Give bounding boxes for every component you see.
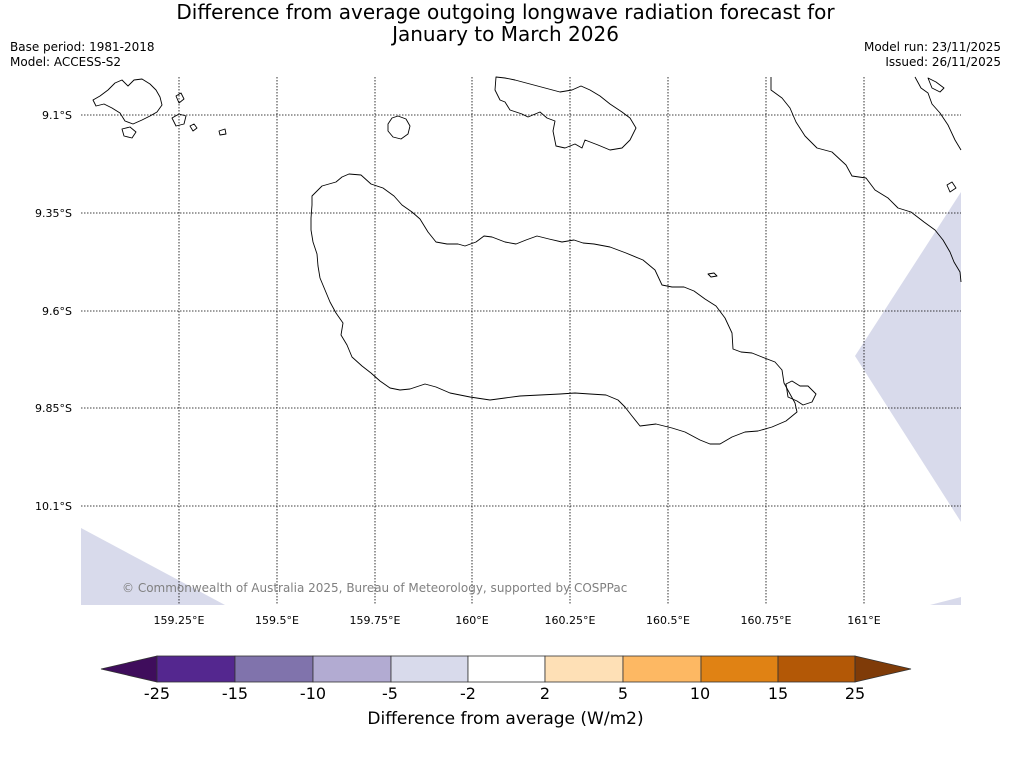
lat-labels: 9.1°S 9.35°S 9.6°S 9.85°S 10.1°S [35,109,72,513]
small-islet-east [707,272,718,278]
lon-label: 160°E [455,614,488,627]
anomaly-region-southwest [81,528,225,605]
lat-label: 10.1°S [35,500,72,513]
anomaly-region-southeast [930,597,961,605]
meta-right: Model run: 23/11/2025 Issued: 26/11/2025 [864,40,1001,70]
lon-label: 161°E [847,614,880,627]
colorbar-segment [544,655,624,683]
map-title: Difference from average outgoing longwav… [0,1,1011,45]
colorbar-segment [467,655,546,683]
colorbar-extend-high [854,655,912,683]
colorbar-tick-label: 25 [845,684,865,703]
savo-island-coastline [387,115,411,140]
lon-label: 159.25°E [154,614,205,627]
guadalcanal-coastline [310,173,798,445]
colorbar-segment [390,655,469,683]
colorbar-tick-label: -5 [382,684,398,703]
colorbar-segment [777,655,856,683]
colorbar-tick-label: 2 [540,684,550,703]
colorbar-tick-label: -15 [222,684,248,703]
russell-islet-d [189,123,198,132]
lon-label: 160.25°E [545,614,596,627]
colorbar-segment [700,655,779,683]
colorbar-tick-label: 15 [768,684,788,703]
colorbar-extend-low [100,655,158,683]
title-line-2: January to March 2026 [392,22,619,46]
colorbar-tick-label: -10 [300,684,326,703]
model-run: Model run: 23/11/2025 [863,40,1001,54]
copyright-notice: © Commonwealth of Australia 2025, Bureau… [122,581,627,595]
colorbar-title: Difference from average (W/m2) [367,709,644,729]
colorbar-ticks: -25 -15 -10 -5 -2 2 5 10 15 25 [144,684,865,703]
coastlines [92,76,962,445]
map-frame [81,77,961,605]
malaita-islet-b [946,181,957,193]
meta-left: Base period: 1981-2018 Model: ACCESS-S2 [10,40,155,70]
lat-label: 9.1°S [42,109,72,122]
malaita-islet-a [927,77,945,93]
colorbar-segment [234,655,314,683]
title-line-1: Difference from average outgoing longwav… [176,0,835,24]
russell-islet-a [121,126,137,139]
colorbar [100,655,912,683]
lat-label: 9.6°S [42,305,72,318]
lat-label: 9.85°S [35,402,72,415]
graticule [81,77,961,605]
nggela-islands-coastline [494,76,637,151]
lon-label: 160.75°E [741,614,792,627]
colorbar-tick-label: 5 [618,684,628,703]
colorbar-segment [156,655,236,683]
colorbar-tick-label: 10 [690,684,710,703]
colorbar-segment [312,655,392,683]
russell-islet-c [175,92,185,104]
russell-islet-e [218,128,227,136]
colorbar-tick-label: -2 [460,684,476,703]
lon-labels: 159.25°E 159.5°E 159.75°E 160°E 160.25°E… [154,614,881,627]
colorbar-tick-label: -25 [144,684,170,703]
colorbar-segment [622,655,702,683]
lat-label: 9.35°S [35,207,72,220]
lon-label: 159.5°E [255,614,299,627]
malaita-coastline [770,76,962,283]
lon-label: 160.5°E [646,614,690,627]
russell-islands-coastline [92,78,163,125]
base-period: Base period: 1981-2018 [10,40,155,54]
issued-date: Issued: 26/11/2025 [885,55,1001,69]
russell-islet-b [171,113,187,127]
lon-label: 159.75°E [350,614,401,627]
anomaly-region-east [855,192,961,522]
marau-sound-islets [785,380,817,406]
model-name: Model: ACCESS-S2 [10,55,122,69]
anomaly-shading [81,192,961,605]
